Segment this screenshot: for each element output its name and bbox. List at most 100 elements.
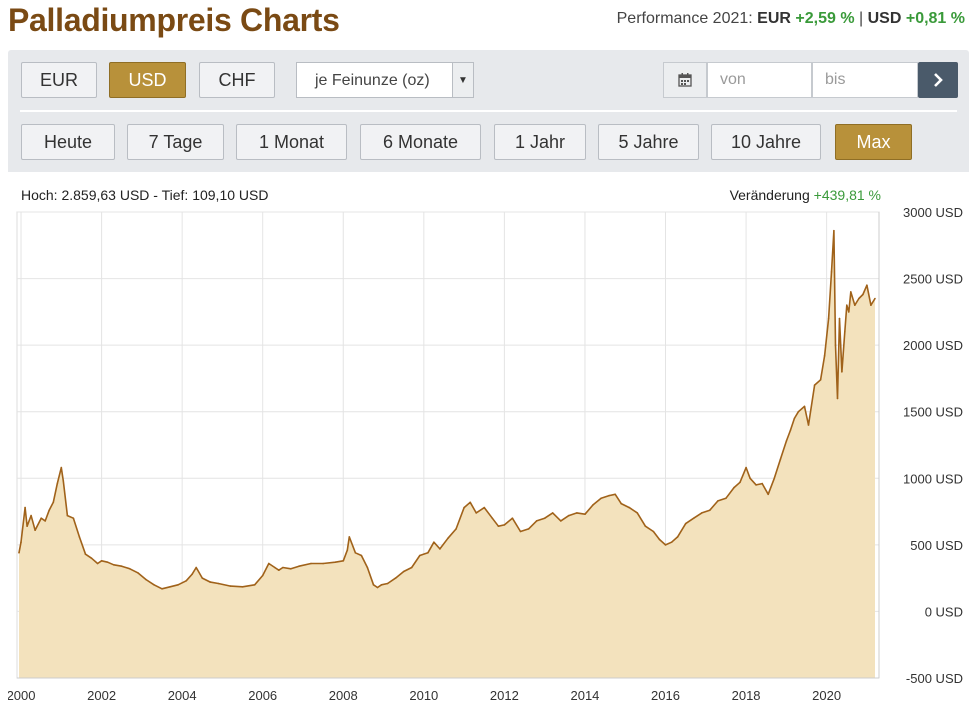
data-point <box>439 548 441 550</box>
data-point <box>455 528 457 530</box>
calendar-icon[interactable] <box>663 62 707 98</box>
go-button[interactable] <box>918 62 958 98</box>
data-point <box>874 297 876 300</box>
data-point <box>833 229 835 232</box>
data-point <box>614 493 616 496</box>
data-point <box>26 525 28 527</box>
data-point <box>161 588 163 590</box>
data-point <box>773 477 776 480</box>
data-point <box>670 541 673 543</box>
data-point <box>348 536 351 538</box>
x-tick-label: 2012 <box>490 688 519 703</box>
data-point <box>658 538 661 541</box>
data-point <box>241 586 244 588</box>
x-tick-label: 2006 <box>248 688 277 703</box>
data-point <box>551 512 554 514</box>
date-from-input[interactable]: von <box>707 62 812 98</box>
data-point <box>342 560 345 562</box>
currency-chf-button[interactable]: CHF <box>199 62 275 98</box>
currency-usd-button[interactable]: USD <box>109 62 186 98</box>
range-10-jahre-button[interactable]: 10 Jahre <box>711 124 821 160</box>
data-point <box>169 586 171 588</box>
caret-down-icon[interactable]: ▼ <box>452 63 473 97</box>
data-point <box>120 565 123 567</box>
chart-controls-panel: EUR USD CHF je Feinunze (oz) ▼ von bis H… <box>8 50 969 172</box>
data-point <box>813 384 816 386</box>
data-point <box>620 502 622 505</box>
data-point <box>568 514 570 517</box>
data-point <box>676 536 679 538</box>
data-point <box>749 477 751 480</box>
data-point <box>797 410 800 413</box>
data-point <box>463 506 465 509</box>
data-point <box>386 582 389 585</box>
x-tick-label: 2018 <box>732 688 761 703</box>
data-point <box>52 501 55 504</box>
data-point <box>838 317 841 320</box>
range-6-monate-button[interactable]: 6 Monate <box>360 124 481 160</box>
x-tick-label: 2000 <box>8 688 35 703</box>
data-point <box>527 528 530 530</box>
date-to-input[interactable]: bis <box>812 62 918 98</box>
data-point <box>858 297 860 300</box>
x-tick-label: 2008 <box>329 688 358 703</box>
chart-area: Hoch: 2.859,63 USD - Tief: 109,10 USD Ve… <box>7 172 969 713</box>
data-point <box>380 584 383 586</box>
unit-select[interactable]: je Feinunze (oz) ▼ <box>296 62 474 98</box>
price-chart[interactable]: 3000 USD 2500 USD 2000 USD 1500 USD 1000 USD… <box>7 172 969 713</box>
change-label: Veränderung <box>729 187 810 203</box>
data-point <box>725 497 727 500</box>
data-point <box>201 577 204 579</box>
data-point <box>78 536 81 538</box>
data-point <box>40 517 42 519</box>
data-point <box>475 512 478 514</box>
data-point <box>34 529 36 531</box>
performance-summary: Performance 2021: EUR +2,59 % | USD +0,8… <box>617 10 965 28</box>
data-point <box>137 572 139 574</box>
range-1-jahr-button[interactable]: 1 Jahr <box>494 124 586 160</box>
data-point <box>268 562 270 565</box>
x-tick-label: 2020 <box>812 688 841 703</box>
range-5-jahre-button[interactable]: 5 Jahre <box>598 124 699 160</box>
range-1-monat-button[interactable]: 1 Monat <box>236 124 347 160</box>
data-point <box>692 517 695 519</box>
data-point <box>761 482 763 485</box>
data-point <box>608 494 610 497</box>
y-tick-label: 1000 USD <box>903 471 963 486</box>
data-point <box>807 424 810 426</box>
range-max-button[interactable]: Max <box>835 124 912 160</box>
data-point <box>298 565 300 567</box>
data-point <box>785 440 788 442</box>
perf-eur-label: EUR <box>757 10 791 27</box>
data-point <box>253 584 256 586</box>
data-point <box>334 561 337 563</box>
data-point <box>789 429 792 432</box>
data-point <box>322 562 324 565</box>
data-point <box>209 581 212 583</box>
series-area <box>19 230 875 678</box>
data-point <box>733 486 735 489</box>
data-point <box>576 512 578 514</box>
data-point <box>278 569 280 571</box>
data-point <box>62 480 65 482</box>
currency-eur-button[interactable]: EUR <box>21 62 97 98</box>
unit-select-value: je Feinunze (oz) <box>315 72 430 89</box>
perf-usd-label: USD <box>867 10 902 27</box>
change-summary: Veränderung +439,81 % <box>730 187 881 203</box>
data-point <box>503 524 506 526</box>
data-point <box>755 484 757 486</box>
data-point <box>366 566 369 569</box>
range-7-tage-button[interactable]: 7 Tage <box>127 124 224 160</box>
data-point <box>66 514 69 517</box>
data-point <box>739 481 741 484</box>
data-point <box>56 482 59 485</box>
data-point <box>846 304 848 306</box>
y-tick-label: 500 USD <box>910 538 963 553</box>
data-point <box>767 493 769 496</box>
data-point <box>433 541 435 543</box>
data-point <box>427 552 429 554</box>
y-tick-label: 2500 USD <box>903 272 963 287</box>
range-heute-button[interactable]: Heute <box>21 124 115 160</box>
data-point <box>84 553 87 555</box>
chevron-right-icon <box>934 73 943 87</box>
